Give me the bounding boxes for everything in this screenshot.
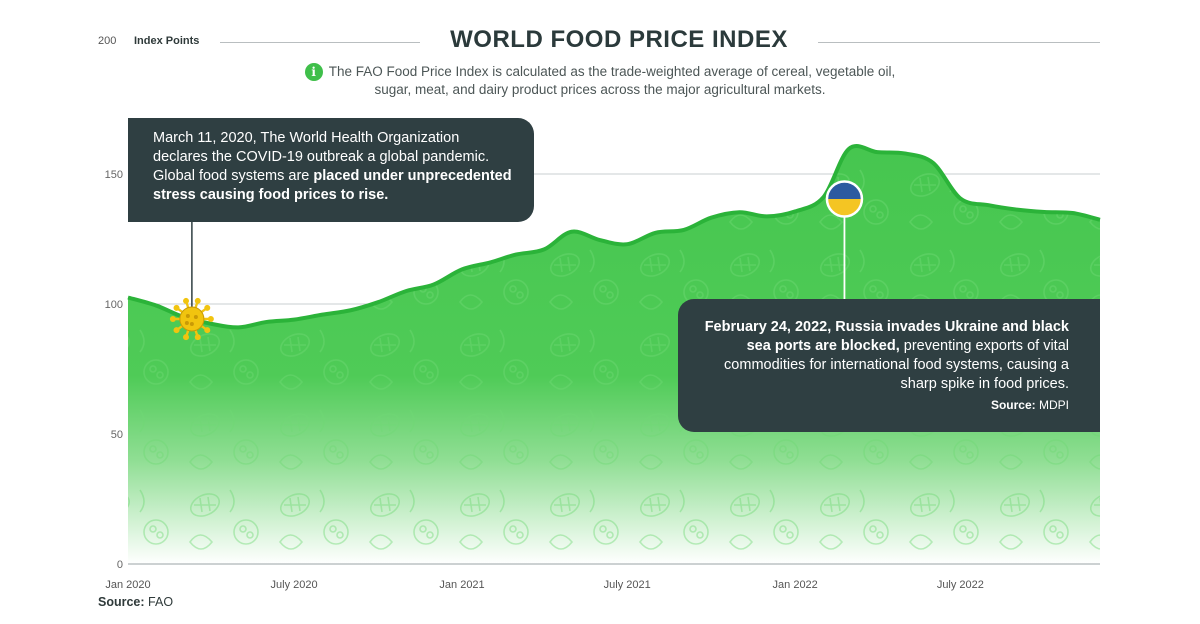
y-axis-unit-label: Index Points <box>134 35 200 47</box>
covid-callout-emphasis: placed under unprecedented stress causin… <box>153 168 512 203</box>
footer-source: Source: FAO <box>98 595 173 609</box>
x-tick-label: Jan 2020 <box>105 579 150 591</box>
subtitle-text: The FAO Food Price Index is calculated a… <box>328 64 896 97</box>
ukraine-callout-body: February 24, 2022, Russia invades Ukrain… <box>698 318 1069 394</box>
footer-source-value: FAO <box>148 595 174 609</box>
y-tick-label: 0 <box>117 559 123 571</box>
title-divider-left <box>220 42 420 43</box>
page-title: WORLD FOOD PRICE INDEX <box>450 26 788 53</box>
event-markers <box>169 180 864 341</box>
covid-callout: March 11, 2020, The World Health Organiz… <box>128 118 534 222</box>
ukraine-callout-emphasis: February 24, 2022, Russia invades Ukrain… <box>704 319 1069 354</box>
x-tick-label: Jan 2021 <box>439 579 484 591</box>
x-tick-label: July 2020 <box>271 579 318 591</box>
footer-source-label: Source: <box>98 595 145 609</box>
ukraine-callout-text: preventing exports of vital commodities … <box>724 338 1069 392</box>
ukraine-flag-icon <box>825 180 864 218</box>
ukraine-callout-source: Source: MDPI <box>698 396 1069 415</box>
y-tick-label: 100 <box>105 299 123 311</box>
ukraine-callout: February 24, 2022, Russia invades Ukrain… <box>678 299 1100 432</box>
virus-icon <box>169 297 214 341</box>
y-tick-label: 150 <box>105 169 123 181</box>
ukraine-source-label: Source: <box>990 398 1036 412</box>
title-bar: WORLD FOOD PRICE INDEX <box>0 26 1200 60</box>
x-tick-label: July 2022 <box>937 579 984 591</box>
ukraine-source-value: MDPI <box>1035 398 1069 412</box>
y-tick-label: 50 <box>111 429 123 441</box>
index-line <box>127 144 1101 330</box>
covid-callout-text: March 11, 2020, The World Health Organiz… <box>153 130 490 184</box>
x-tick-label: July 2021 <box>604 579 651 591</box>
subtitle: i The FAO Food Price Index is calculated … <box>300 63 900 99</box>
food-doodle-pattern <box>128 146 1100 564</box>
info-icon: i <box>304 63 323 81</box>
y-axis-ticks: 0 50 100 150 <box>105 169 123 571</box>
title-divider-right <box>818 42 1100 43</box>
x-axis-ticks: Jan 2020 July 2020 Jan 2021 July 2021 Jan 20… <box>105 579 984 591</box>
y-tick-label-200: 200 <box>98 35 117 47</box>
x-tick-label: Jan 2022 <box>773 579 818 591</box>
